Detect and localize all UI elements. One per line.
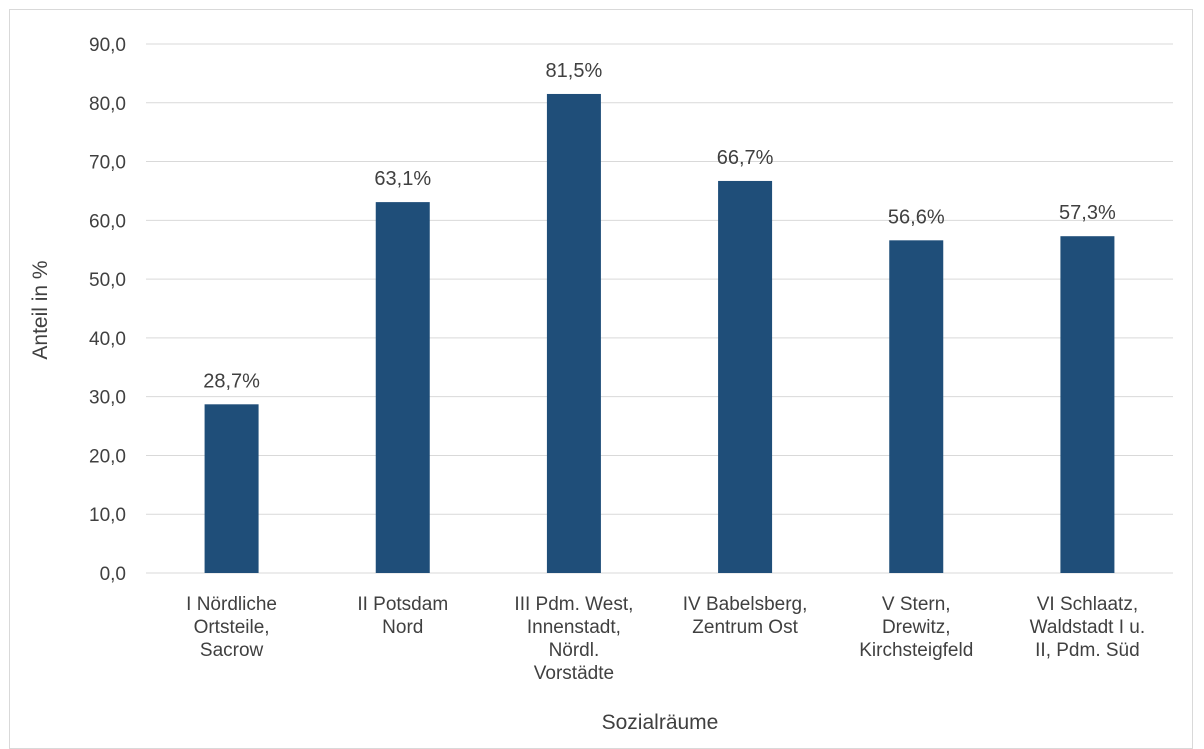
x-tick-label: I Nördliche Ortsteile, Sacrow	[186, 594, 277, 661]
x-axis-title: Sozialräume	[602, 711, 719, 734]
x-tick-label-line: Nord	[382, 617, 423, 638]
bar	[546, 93, 601, 573]
y-tick-label: 80,0	[89, 94, 126, 115]
x-tick-label-line: Kirchsteigfeld	[859, 640, 973, 661]
x-tick-label-line: Ortsteile,	[194, 617, 270, 638]
x-tick-label-line: IV Babelsberg,	[683, 594, 808, 615]
bar	[204, 404, 259, 573]
x-tick-label-line: V Stern,	[882, 594, 951, 615]
x-tick-label-line: II Potsdam	[357, 594, 448, 615]
x-tick-label-line: Drewitz,	[882, 617, 951, 638]
bar	[889, 240, 944, 573]
data-label: 63,1%	[374, 168, 431, 190]
y-tick-label: 10,0	[89, 505, 126, 526]
x-tick-label: III Pdm. West, Innenstadt, Nördl. Vorstädte	[514, 594, 633, 684]
y-tick-label: 0,0	[100, 564, 126, 585]
bar	[718, 180, 773, 574]
x-tick-label-line: Nördl.	[549, 640, 600, 661]
bars	[204, 93, 1115, 574]
data-label: 56,6%	[888, 206, 945, 228]
data-labels: 28,7% 63,1% 81,5% 66,7% 56,6% 57,3%	[203, 60, 1116, 392]
x-tick-label: VI Schlaatz, Waldstadt I u. II, Pdm. Süd	[1030, 594, 1145, 661]
x-tick-label-line: Waldstadt I u.	[1030, 617, 1145, 638]
y-tick-label: 20,0	[89, 446, 126, 467]
x-tick-label: IV Babelsberg, Zentrum Ost	[683, 594, 808, 638]
x-tick-label-line: Vorstädte	[534, 663, 614, 684]
data-label: 66,7%	[717, 147, 774, 169]
chart-frame	[9, 9, 1193, 749]
bar	[375, 202, 430, 573]
y-axis-ticks: 0,0 10,0 20,0 30,0 40,0 50,0 60,0 70,0 80,0 90,0	[89, 35, 126, 585]
y-tick-label: 30,0	[89, 388, 126, 409]
data-label: 28,7%	[203, 370, 260, 392]
x-tick-label: II Potsdam Nord	[357, 594, 448, 638]
y-tick-label: 50,0	[89, 270, 126, 291]
x-tick-label: V Stern, Drewitz, Kirchsteigfeld	[859, 594, 973, 661]
x-tick-label-line: Sacrow	[200, 640, 264, 661]
y-axis-title: Anteil in %	[29, 260, 52, 359]
data-label: 57,3%	[1059, 202, 1116, 224]
x-tick-label-line: III Pdm. West,	[514, 594, 633, 615]
y-tick-label: 70,0	[89, 153, 126, 174]
x-tick-label-line: I Nördliche	[186, 594, 277, 615]
x-tick-label-line: Zentrum Ost	[692, 617, 798, 638]
gridlines	[146, 43, 1173, 574]
bar	[1060, 236, 1115, 573]
x-tick-label-line: Innenstadt,	[527, 617, 621, 638]
y-tick-label: 60,0	[89, 211, 126, 232]
x-tick-label-line: VI Schlaatz,	[1037, 594, 1138, 615]
x-tick-label-line: II, Pdm. Süd	[1035, 640, 1140, 661]
x-axis-categories: I Nördliche Ortsteile, Sacrow II Potsdam Nor…	[186, 594, 1145, 684]
y-tick-label: 90,0	[89, 35, 126, 56]
y-tick-label: 40,0	[89, 329, 126, 350]
data-label: 81,5%	[546, 60, 603, 82]
